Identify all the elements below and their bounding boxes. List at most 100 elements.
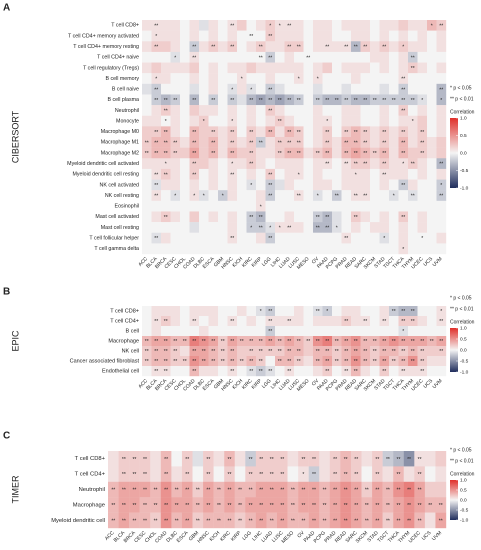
significance-star: ** (280, 457, 284, 463)
heatmap-cell (213, 497, 225, 513)
significance-star: ** (268, 236, 272, 242)
heatmap-cell (370, 306, 380, 317)
row-label: T cell CD4+ naive (97, 55, 139, 61)
heatmap-cell (379, 179, 390, 191)
heatmap-cell (246, 179, 257, 191)
heatmap-cell (427, 211, 437, 223)
significance-star: ** (206, 488, 210, 494)
heatmap-cell (417, 94, 428, 106)
heatmap-cell (227, 158, 238, 170)
significance-star: ** (344, 339, 348, 345)
heatmap-cell (294, 158, 304, 170)
heatmap-cell (351, 326, 361, 337)
heatmap-cell (436, 326, 447, 337)
heatmap-cell (389, 105, 399, 116)
significance-star: ** (344, 98, 348, 104)
heatmap-cell (303, 41, 314, 53)
heatmap-cell (180, 243, 190, 255)
heatmap-cell (436, 126, 447, 138)
heatmap-cell (180, 73, 190, 85)
significance-star: ** (333, 472, 337, 478)
heatmap-cell (170, 306, 181, 317)
heatmap-cell (151, 232, 162, 244)
heatmap-cell (265, 232, 276, 244)
significance-star: * (250, 87, 252, 93)
heatmap-cell (180, 232, 190, 244)
heatmap-cell (246, 51, 257, 63)
significance-star: ** (211, 151, 215, 157)
heatmap-cell (379, 336, 390, 347)
heatmap-cell (218, 94, 228, 106)
heatmap-cell (151, 94, 162, 106)
heatmap-cell (218, 137, 228, 148)
heatmap-cell (329, 497, 341, 513)
heatmap-cell (275, 73, 285, 85)
heatmap-cell (360, 158, 371, 170)
heatmap-cell (341, 62, 352, 74)
heatmap-cell (171, 497, 183, 513)
heatmap-cell (341, 306, 352, 317)
significance-star: ** (154, 87, 158, 93)
column-label: UVM (431, 530, 443, 542)
significance-star: ** (164, 215, 168, 221)
heatmap-cell (308, 481, 320, 498)
heatmap-cell (275, 200, 285, 212)
significance-star: ** (316, 226, 320, 232)
significance-star: ** (291, 488, 295, 494)
heatmap-cell (199, 190, 209, 202)
significance-star: ** (382, 172, 386, 178)
heatmap-cell (275, 20, 285, 31)
heatmap-cell (370, 115, 380, 127)
significance-star: ** (259, 226, 263, 232)
heatmap-cell (246, 30, 257, 42)
heatmap-cell (227, 94, 238, 106)
significance-star: ** (392, 98, 396, 104)
significance-star: ** (407, 457, 411, 463)
heatmap-cell (322, 147, 333, 159)
row-label: T cell CD8+ (111, 23, 139, 29)
heatmap-cell (237, 316, 247, 327)
significance-star: ** (354, 98, 358, 104)
heatmap-cell (142, 62, 152, 74)
heatmap-cell (256, 306, 266, 317)
significance-star: ** (325, 226, 329, 232)
heatmap-cell (199, 105, 209, 116)
significance-star: * (260, 309, 262, 315)
heatmap-cell (199, 20, 209, 31)
heatmap-cell (142, 243, 152, 255)
significance-star: ** (375, 488, 379, 494)
heatmap-cell (398, 179, 409, 191)
heatmap-cell (208, 62, 219, 74)
heatmap-cell (322, 62, 333, 74)
heatmap-cell (436, 30, 447, 42)
heatmap-cell (224, 512, 235, 529)
heatmap-cell (203, 497, 214, 513)
heatmap-cell (398, 137, 409, 148)
significance-star: ** (173, 140, 177, 146)
heatmap-cell (408, 41, 418, 53)
heatmap-cell (284, 200, 295, 212)
heatmap-cell (332, 115, 342, 127)
heatmap-cell (294, 51, 304, 63)
significance-star: ** (280, 503, 284, 509)
heatmap-cell (142, 73, 152, 85)
heatmap-cell (370, 316, 380, 327)
heatmap-cell (208, 211, 219, 223)
heatmap-cell (265, 115, 276, 127)
heatmap-cell (294, 137, 304, 148)
heatmap-cell (150, 481, 162, 498)
significance-star: ** (228, 472, 232, 478)
heatmap-cell (208, 316, 219, 327)
heatmap-cell (379, 126, 390, 138)
heatmap-cell (424, 451, 436, 467)
heatmap-cell (189, 126, 200, 138)
heatmap-cell (341, 51, 352, 63)
heatmap-cell (265, 126, 276, 138)
significance-star: ** (323, 488, 327, 494)
heatmap-cell (408, 211, 418, 223)
heatmap-cell (275, 168, 285, 180)
heatmap-cell (322, 222, 333, 233)
heatmap-cell (408, 346, 418, 357)
significance-star: ** (192, 349, 196, 355)
heatmap-cell (379, 41, 390, 53)
